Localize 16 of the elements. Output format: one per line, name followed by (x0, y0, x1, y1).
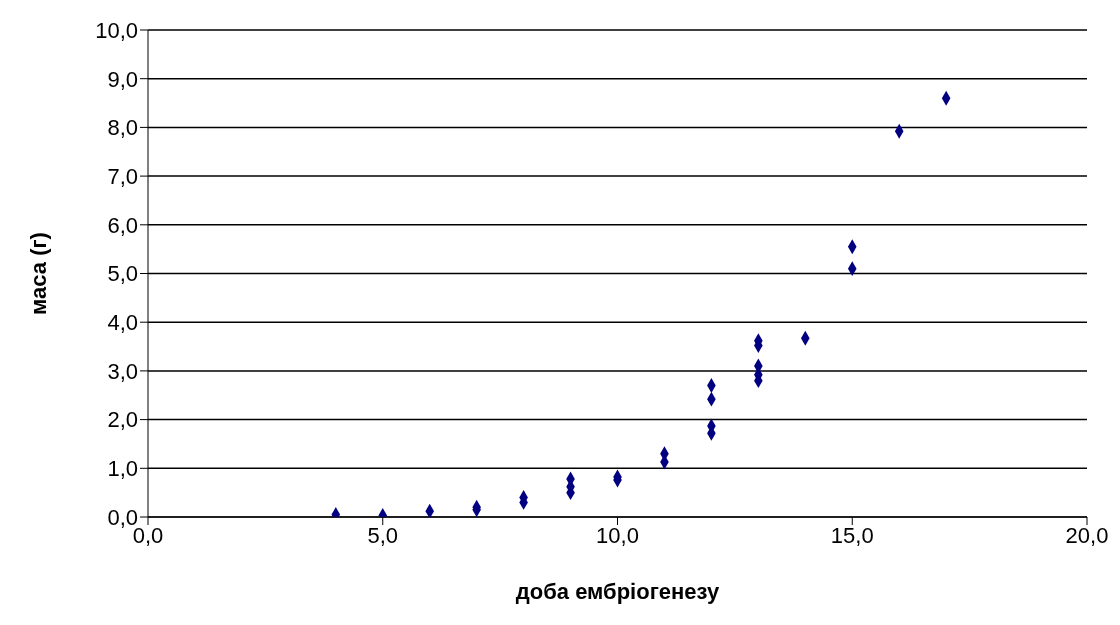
y-tick-label: 7,0 (107, 163, 138, 189)
y-tick-label: 3,0 (107, 358, 138, 384)
y-tick-label: 6,0 (107, 212, 138, 238)
x-tick-label: 15,0 (830, 522, 874, 548)
y-tick-label: 4,0 (107, 310, 138, 336)
y-tick-label: 1,0 (107, 456, 138, 482)
x-tick-label: 5,0 (367, 522, 399, 548)
y-tick-label: 5,0 (107, 261, 138, 287)
x-tick-label: 20,0 (1065, 522, 1109, 548)
y-tick-label: 8,0 (107, 115, 138, 141)
y-tick-label: 10,0 (95, 17, 138, 43)
x-axis-title: доба ембріогенезу (515, 579, 720, 604)
y-tick-label: 2,0 (107, 407, 138, 433)
y-axis-title: маса (г) (25, 232, 51, 315)
y-tick-label: 9,0 (107, 66, 138, 92)
x-tick-label: 10,0 (596, 522, 639, 548)
